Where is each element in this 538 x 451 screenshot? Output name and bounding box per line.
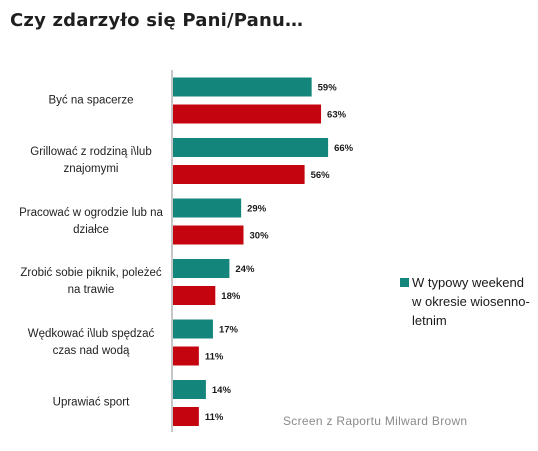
bar-series-2	[173, 225, 244, 245]
bar-series-1	[173, 198, 242, 218]
data-label: 14%	[212, 385, 232, 396]
legend-label: W typowy weekend w okresie wiosenno-letn…	[412, 275, 530, 328]
bar-series-1	[173, 319, 213, 339]
category-label: Grillować z rodziną i\lub znajomymi	[30, 146, 152, 175]
bar-series-2	[173, 104, 322, 124]
data-label: 11%	[205, 352, 224, 363]
data-label: 56%	[311, 170, 331, 181]
data-label: 11%	[205, 412, 224, 423]
source-note: Screen z Raportu Milward Brown	[283, 414, 468, 428]
category-label: Uprawiać sport	[52, 396, 130, 409]
category-label: Być na spacerze	[48, 94, 134, 106]
bar-series-1	[173, 380, 206, 399]
data-label: 66%	[334, 143, 354, 154]
data-label: 63%	[327, 110, 347, 121]
data-label: 30%	[250, 231, 270, 242]
chart-title: Czy zdarzyło się Pani/Panu…	[10, 10, 304, 31]
data-label: 59%	[318, 83, 338, 94]
category-label: Wędkować i\lub spędzać czas nad wodą	[27, 327, 155, 357]
bar-series-2	[173, 407, 199, 426]
legend: W typowy weekend w okresie wiosenno-letn…	[400, 273, 530, 330]
category-label: Pracować w ogrodzie lub na działce	[19, 206, 163, 236]
data-label: 24%	[235, 264, 255, 275]
bar-series-2	[173, 286, 216, 305]
data-label: 18%	[221, 291, 241, 302]
bar-series-1	[173, 138, 329, 157]
category-label: Zrobić sobie piknik, poleżeć na trawie	[20, 267, 162, 296]
data-label: 29%	[247, 204, 267, 215]
legend-swatch	[400, 278, 409, 287]
bar-series-1	[173, 259, 230, 278]
data-label: 17%	[219, 325, 239, 336]
bar-series-2	[173, 346, 199, 366]
bar-series-1	[173, 77, 312, 97]
bar-series-2	[173, 165, 305, 184]
